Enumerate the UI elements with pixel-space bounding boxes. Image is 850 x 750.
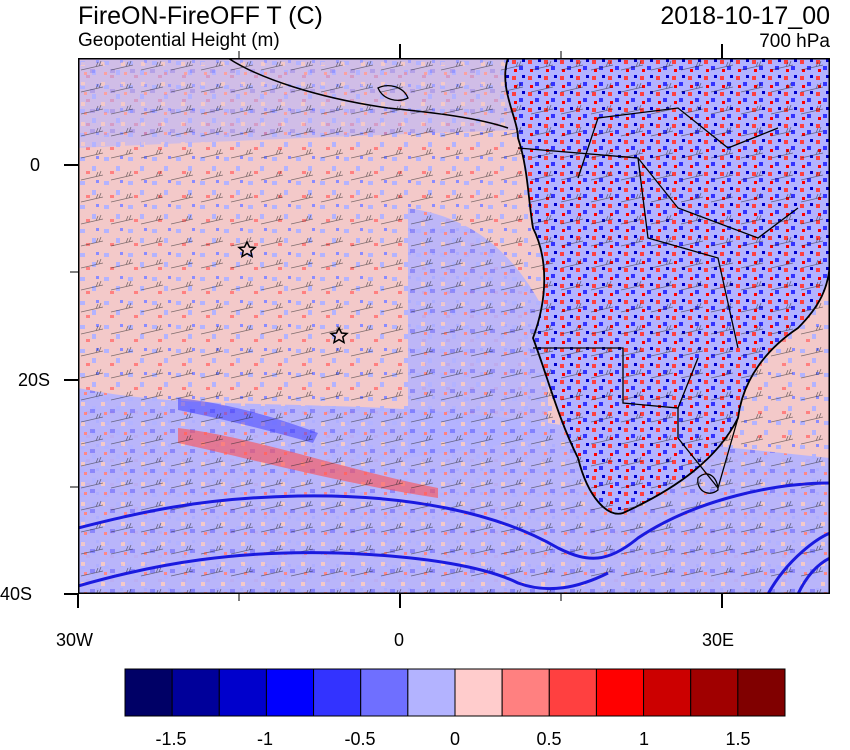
colorbar-label: 1.5 (725, 729, 751, 749)
colorbar-box (360, 668, 409, 717)
colorbar-label: -0.5 (344, 729, 376, 749)
lon-label-30e: 30E (702, 630, 735, 650)
pressure-level: 700 hPa (759, 31, 830, 52)
colorbar-label: 0 (449, 729, 461, 749)
subtitle: Geopotential Height (m) (78, 30, 280, 51)
colorbar-box (454, 668, 503, 717)
colorbar-box (218, 668, 267, 717)
map-panel (77, 57, 831, 595)
height-contour (77, 551, 609, 591)
colorbar-box (265, 668, 315, 717)
colorbar-label: -1.5 (155, 729, 187, 749)
lat-label-0: 0 (30, 155, 41, 175)
colorbar-label: 1 (638, 729, 650, 749)
lat-label-40s: 40S (0, 584, 33, 604)
colorbar-box (737, 668, 786, 717)
title: FireON-FireOFF T (C) (78, 2, 323, 30)
colorbar-box (548, 668, 597, 717)
height-contour (766, 531, 831, 595)
colorbar-box (407, 668, 456, 717)
map-frame (77, 57, 831, 595)
axis-ticks (64, 44, 723, 608)
lat-label-20s: 20S (18, 370, 51, 390)
colorbar-box (313, 668, 362, 717)
colorbar-box (124, 668, 173, 717)
colorbar (124, 668, 786, 717)
colorbar-label: 0.5 (536, 729, 562, 749)
height-contour (77, 481, 831, 560)
star-marker (329, 326, 349, 345)
colorbar-label: -1 (256, 729, 274, 749)
star-marker (237, 240, 257, 259)
map-svg (77, 57, 831, 595)
lon-label-0: 0 (394, 630, 405, 650)
colorbar-box (595, 668, 645, 717)
colorbar-box (501, 668, 550, 717)
lon-label-30w: 30W (56, 630, 94, 650)
colorbar-box (171, 668, 220, 717)
colorbar-box (690, 668, 739, 717)
height-contour (796, 556, 831, 595)
datetime: 2018-10-17_00 (660, 2, 830, 30)
colorbar-box (643, 668, 692, 717)
